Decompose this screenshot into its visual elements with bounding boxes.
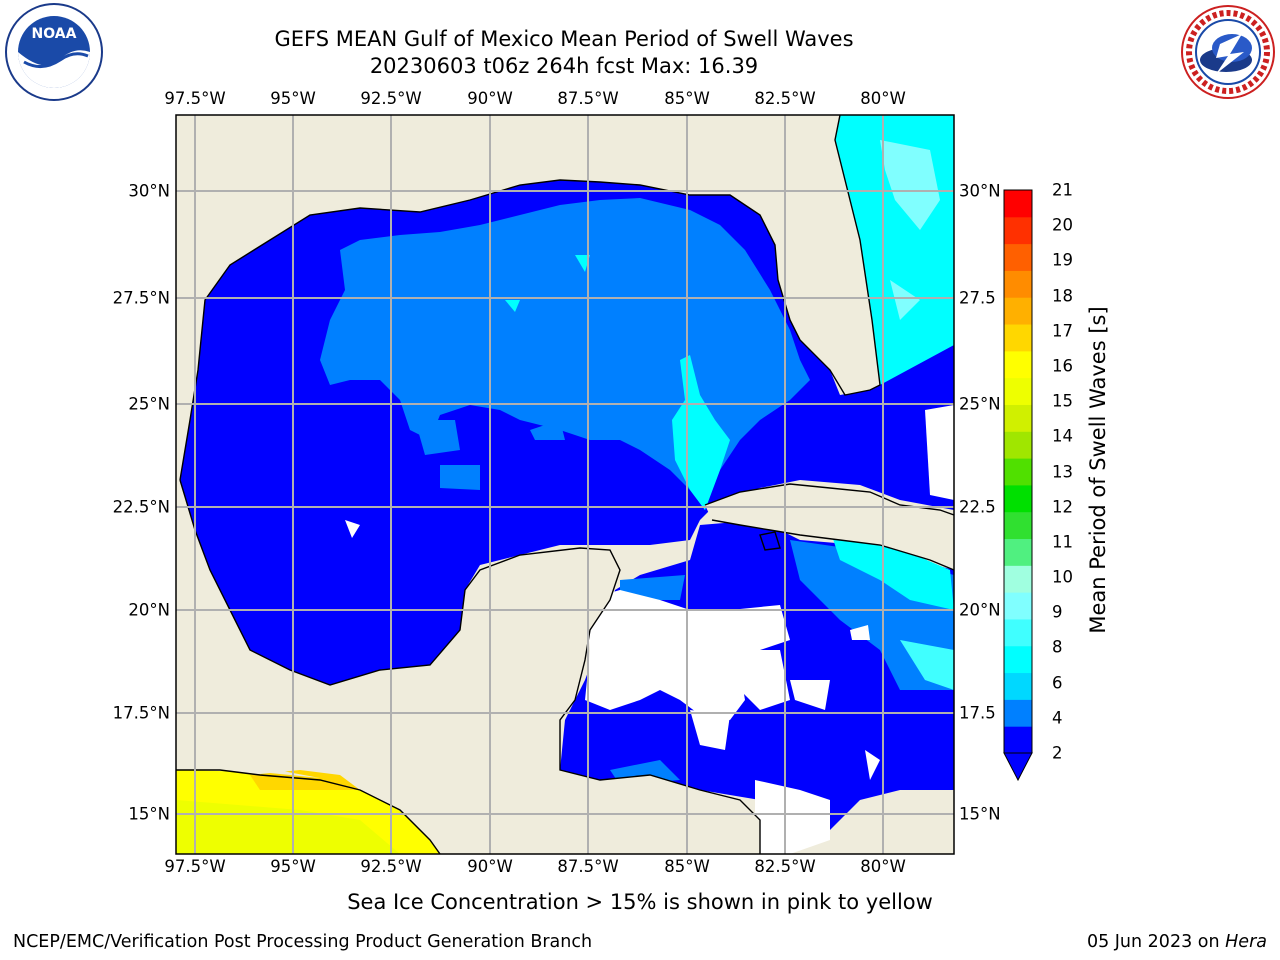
colorbar-label: Mean Period of Swell Waves [s] (1086, 306, 1110, 634)
chart-title: GEFS MEAN Gulf of Mexico Mean Period of … (274, 27, 854, 51)
colorbar (1003, 189, 1033, 782)
chart-subtitle: 20230603 t06z 264h fcst Max: 16.39 (369, 54, 759, 78)
lat-tick-left: 25°N (128, 394, 170, 414)
lat-tick-left: 22.5°N (112, 497, 170, 517)
lon-tick-bottom: 80°W (860, 857, 906, 876)
colorbar-tick-label: 10 (1052, 567, 1073, 587)
footer-date-text: 05 Jun 2023 on (1086, 932, 1226, 952)
colorbar-tick-label: 6 (1052, 673, 1063, 693)
colorbar-segment (1004, 458, 1032, 486)
colorbar-tick-label: 11 (1052, 532, 1073, 552)
colorbar-segment (1004, 324, 1032, 352)
lon-tick-top: 97.5°W (164, 89, 226, 108)
footer-credit: NCEP/EMC/Verification Post Processing Pr… (13, 932, 593, 952)
lon-tick-top: 85°W (664, 89, 710, 108)
lat-tick-right: 15°N (959, 804, 1001, 824)
lon-tick-top: 87.5°W (557, 89, 619, 108)
lon-tick-bottom: 90°W (467, 857, 513, 876)
nws-logo (1181, 5, 1275, 99)
lon-tick-top: 92.5°W (360, 89, 422, 108)
colorbar-tick-label: 13 (1052, 462, 1073, 481)
lon-tick-bottom: 92.5°W (360, 857, 422, 876)
colorbar-tick-label: 17 (1052, 321, 1073, 341)
lon-tick-bottom: 82.5°W (754, 857, 816, 876)
ice-note: Sea Ice Concentration > 15% is shown in … (347, 890, 933, 914)
lon-tick-top: 80°W (860, 89, 906, 108)
colorbar-tick-label: 8 (1052, 637, 1063, 657)
colorbar-segment (1004, 699, 1032, 727)
footer-host: Hera (1225, 932, 1267, 952)
lat-tick-left: 17.5°N (112, 703, 170, 723)
lon-tick-top: 82.5°W (754, 89, 816, 108)
colorbar-segment (1004, 511, 1032, 540)
lon-tick-bottom: 97.5°W (164, 857, 226, 876)
colorbar-tick-label: 16 (1052, 356, 1073, 376)
colorbar-segment (1004, 350, 1032, 379)
colorbar-segment (1004, 377, 1032, 405)
lat-tick-right: 22.5 (959, 497, 996, 517)
colorbar-segment (1004, 190, 1032, 218)
colorbar-segment (1004, 645, 1032, 674)
map-frame (175, 114, 955, 855)
lat-tick-right: 17.5 (959, 703, 996, 723)
lat-tick-right: 20°N (959, 600, 1001, 620)
colorbar-tick-label: 9 (1052, 602, 1063, 622)
lat-tick-right: 30°N (959, 181, 1001, 201)
colorbar-tick-label: 12 (1052, 497, 1073, 517)
lon-tick-bottom: 85°W (664, 857, 710, 876)
colorbar-segment (1004, 270, 1032, 298)
colorbar-extend-arrow (1003, 752, 1033, 782)
colorbar-tick-label: 21 (1052, 180, 1073, 200)
colorbar-tick-label: 14 (1052, 426, 1073, 446)
colorbar-tick-label: 18 (1052, 286, 1073, 306)
colorbar-tick-label: 4 (1052, 708, 1063, 728)
yucatan-land (300, 548, 760, 854)
colorbar-segment (1004, 726, 1032, 754)
colorbar-segment (1004, 431, 1032, 459)
colorbar-segment (1004, 618, 1032, 647)
colorbar-segment (1004, 404, 1032, 432)
colorbar-segment (1004, 216, 1032, 245)
colorbar-segment (1004, 565, 1032, 593)
lon-tick-top: 90°W (467, 89, 513, 108)
colorbar-segment (1004, 484, 1032, 513)
colorbar-segment (1004, 592, 1032, 620)
colorbar-tick-label: 2 (1052, 743, 1063, 763)
lat-tick-right: 27.5 (959, 288, 996, 308)
colorbar-segment (1004, 538, 1032, 566)
noaa-logo: NOAA (5, 3, 103, 101)
lat-tick-left: 15°N (128, 804, 170, 824)
lat-tick-left: 20°N (128, 600, 170, 620)
colorbar-frame (1003, 189, 1033, 754)
lat-tick-right: 25°N (959, 394, 1001, 414)
lon-tick-bottom: 95°W (270, 857, 316, 876)
florida-land (176, 115, 880, 480)
lon-tick-top: 95°W (270, 89, 316, 108)
noaa-text: NOAA (32, 26, 77, 42)
colorbar-segment (1004, 672, 1032, 700)
lat-tick-left: 30°N (128, 181, 170, 201)
footer-date: 05 Jun 2023 on Hera (1087, 932, 1267, 952)
colorbar-segment (1004, 243, 1032, 271)
colorbar-tick-label: 20 (1052, 215, 1073, 235)
colorbar-segment (1004, 297, 1032, 325)
lat-tick-left: 27.5°N (112, 288, 170, 308)
lon-tick-bottom: 87.5°W (557, 857, 619, 876)
colorbar-tick-label: 15 (1052, 391, 1073, 411)
colorbar-tick-label: 19 (1052, 250, 1073, 270)
